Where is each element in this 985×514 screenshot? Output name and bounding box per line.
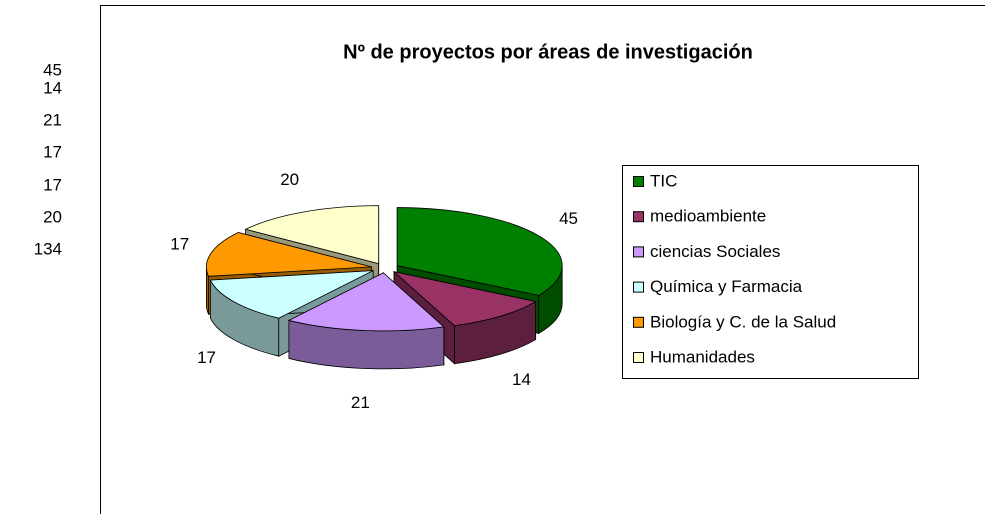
legend-label: Química y Farmacia [650, 277, 803, 296]
legend-swatch [633, 211, 644, 223]
cell: 45 [43, 60, 62, 79]
legend-swatch [633, 176, 644, 187]
legend-swatch [633, 316, 644, 328]
legend-swatch [633, 352, 644, 363]
cell: 17 [43, 175, 62, 194]
legend-swatch [633, 281, 644, 293]
cell: 14 [43, 78, 62, 97]
data-label: 14 [512, 370, 531, 389]
cell: 17 [43, 142, 62, 161]
data-label: 17 [197, 348, 216, 367]
cell: 21 [43, 110, 62, 129]
slice [287, 272, 445, 332]
legend-swatch [633, 246, 644, 258]
slice [392, 271, 537, 327]
slice [206, 232, 372, 277]
legend-label: ciencias Sociales [650, 242, 780, 261]
legend-label: TIC [650, 171, 677, 190]
legend-label: Humanidades [650, 347, 755, 366]
slice [244, 205, 380, 265]
data-label: 20 [280, 170, 299, 189]
legend [622, 165, 919, 379]
chart-title: Nº de proyectos por áreas de investigaci… [343, 41, 753, 63]
slice [396, 207, 563, 296]
data-label: 45 [559, 209, 578, 228]
data-label: 21 [351, 393, 370, 412]
legend-label: Biología y C. de la Salud [650, 312, 836, 331]
cell: 134 [34, 239, 62, 258]
cell: 20 [43, 207, 62, 226]
legend-label: medioambiente [650, 207, 766, 226]
slice [209, 270, 374, 319]
data-label: 17 [170, 235, 189, 254]
